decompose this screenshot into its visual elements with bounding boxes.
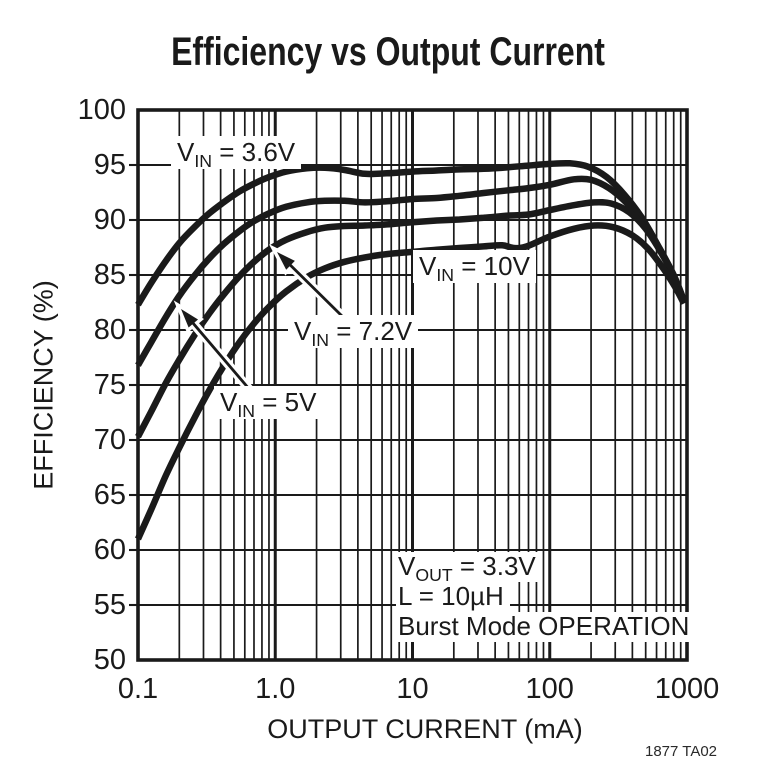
y-tick-label: 95	[93, 149, 126, 181]
curve-label-vin-7.2v: VIN = 7.2V	[288, 315, 419, 349]
y-tick-label: 50	[93, 644, 126, 676]
arrow-head	[181, 309, 199, 328]
condition-line: L = 10µH	[396, 582, 695, 612]
curve-VIN=10V	[135, 222, 687, 541]
arrow-shaft	[286, 261, 345, 319]
arrow-head	[277, 252, 295, 270]
curve-VIN=5V	[135, 175, 687, 367]
x-tick-label: 0.1	[117, 673, 159, 705]
curve-label-vin-3.6v: VIN = 3.6V	[171, 136, 302, 170]
x-tick-label: 1000	[654, 673, 720, 705]
x-tick-label: 100	[525, 673, 574, 705]
plot-frame	[136, 108, 689, 662]
x-tick-label: 1.0	[255, 673, 296, 705]
y-tick-label: 100	[77, 94, 126, 126]
y-tick-label: 80	[93, 314, 126, 346]
curve-label-vin-5v: VIN = 5V	[214, 386, 323, 420]
y-tick-label: 70	[93, 424, 126, 456]
figure-code: 1877 TA02	[645, 743, 718, 760]
curve-VIN=3.6V	[135, 159, 687, 307]
y-tick-label: 65	[93, 479, 126, 511]
y-tick-label: 90	[93, 204, 126, 236]
condition-line: Burst Mode OPERATION	[396, 612, 696, 642]
curve-VIN=7.2V	[135, 198, 687, 439]
arrow-shaft	[189, 319, 252, 391]
chart-title: Efficiency vs Output Current	[171, 30, 605, 74]
curve-label-vin-10v: VIN = 10V	[413, 250, 536, 284]
x-tick-label: 10	[396, 673, 429, 705]
y-tick-label: 60	[93, 534, 126, 566]
test-conditions: VOUT = 3.3V L = 10µH Burst Mode OPERATION	[396, 552, 696, 642]
y-tick-label: 75	[93, 369, 126, 401]
x-axis-label: OUTPUT CURRENT (mA)	[267, 714, 583, 744]
y-axis-label: EFFICIENCY (%)	[28, 280, 59, 490]
y-tick-label: 55	[93, 589, 126, 621]
y-tick-label: 85	[93, 259, 126, 291]
condition-line: VOUT = 3.3V	[396, 552, 695, 584]
